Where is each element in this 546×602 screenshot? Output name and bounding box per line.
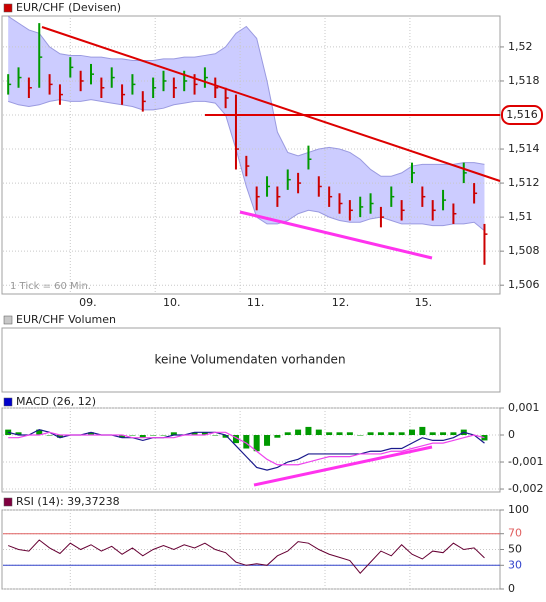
histogram-bar (36, 429, 43, 436)
histogram-bar (170, 432, 177, 436)
trend-line (41, 26, 501, 182)
histogram-bar (336, 432, 343, 436)
legend-swatch (3, 397, 13, 407)
histogram-bar (346, 432, 353, 436)
panel-title: EUR/CHF Volumen (16, 313, 116, 326)
histogram-bar (295, 429, 302, 436)
histogram-bar (408, 429, 415, 436)
y-tick-label: 0 (508, 582, 515, 595)
volume-frame (1, 327, 501, 393)
histogram-bar (326, 432, 333, 436)
histogram-bar (129, 435, 136, 436)
histogram-bar (264, 435, 271, 446)
histogram-bar (191, 432, 198, 436)
legend-swatch (3, 3, 13, 13)
histogram-bar (201, 432, 208, 436)
x-tick-label: 10. (163, 296, 181, 309)
y-tick-label: 50 (508, 543, 522, 556)
histogram-bar (450, 432, 457, 436)
histogram-bar (15, 432, 22, 436)
y-tick-label: 0,001 (508, 401, 540, 414)
histogram-bar (232, 435, 239, 444)
histogram-bar (46, 435, 53, 436)
y-tick-label: 1,52 (508, 40, 533, 53)
x-tick-label: 09. (79, 296, 97, 309)
band-lower (8, 99, 485, 232)
histogram-bar (377, 432, 384, 436)
y-tick-label: 1,51 (508, 210, 533, 223)
trend-line (239, 210, 433, 260)
histogram-bar (222, 435, 229, 438)
rsi-frame (1, 509, 501, 590)
panel-title: MACD (26, 12) (16, 395, 96, 408)
y-tick-label: 1,506 (508, 278, 540, 291)
y-tick-label: 0 (508, 428, 515, 441)
histogram-bar (419, 426, 426, 436)
histogram-bar (388, 432, 395, 436)
histogram-bar (160, 435, 167, 436)
histogram-bar (253, 435, 260, 452)
histogram-bar (243, 435, 250, 449)
y-tick-label: 1,512 (508, 176, 540, 189)
panel-title: RSI (14): 39,37238 (16, 495, 120, 508)
y-tick-label: 70 (508, 527, 522, 540)
histogram-bar (88, 432, 95, 436)
y-tick-label: 100 (508, 503, 529, 516)
x-tick-label: 15. (415, 296, 433, 309)
line-series (8, 431, 485, 466)
legend-swatch (3, 315, 13, 325)
level-label-box (501, 105, 543, 126)
empty-message: keine Volumendaten vorhanden (154, 353, 345, 367)
y-tick-label: -0,001 (508, 455, 543, 468)
line-series (7, 539, 485, 574)
histogram-bar (305, 426, 312, 436)
histogram-bar (440, 432, 447, 436)
histogram-bar (367, 432, 374, 436)
y-tick-label: 1,508 (508, 244, 540, 257)
band-upper (7, 15, 485, 177)
trend-line (253, 445, 433, 487)
histogram-bar (398, 432, 405, 436)
y-tick-label: -0,002 (508, 482, 543, 495)
y-tick-label: 1,514 (508, 142, 540, 155)
histogram-bar (357, 435, 364, 436)
histogram-bar (139, 435, 146, 438)
legend-swatch (3, 497, 13, 507)
histogram-bar (119, 435, 126, 438)
level-label: 1,516 (506, 108, 538, 121)
x-tick-label: 11. (247, 296, 265, 309)
line-series (8, 428, 485, 471)
macd-frame (1, 407, 501, 493)
price-frame (1, 15, 501, 295)
band-area (8, 16, 485, 231)
x-tick-label: 12. (332, 296, 350, 309)
histogram-bar (56, 435, 63, 438)
histogram-bar (274, 435, 281, 438)
panel-title: EUR/CHF (Devisen) (16, 1, 121, 14)
note: 1 Tick = 60 Min. (10, 281, 91, 292)
histogram-bar (284, 432, 291, 436)
histogram-bar (150, 435, 157, 436)
y-tick-label: 30 (508, 558, 522, 571)
histogram-bar (429, 432, 436, 436)
histogram-bar (212, 435, 219, 436)
y-tick-label: 1,518 (508, 74, 540, 87)
histogram-bar (315, 429, 322, 436)
